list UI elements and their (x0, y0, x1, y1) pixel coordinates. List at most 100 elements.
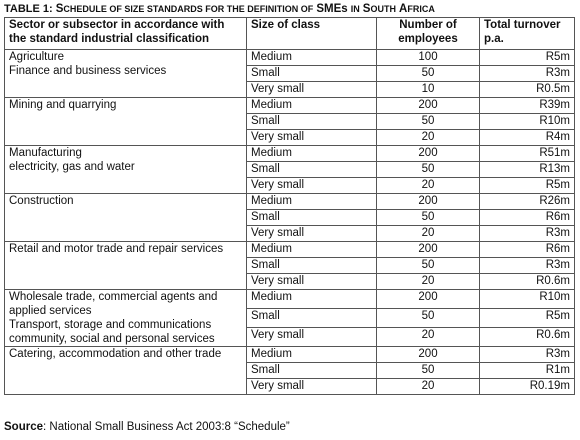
size-class-cell: Medium (246, 145, 377, 162)
size-class-cell: Medium (246, 97, 377, 114)
turnover-cell: R0.19m (479, 378, 575, 395)
employees-cell: 200 (376, 97, 480, 114)
size-class-cell: Medium (246, 289, 377, 309)
turnover-cell: R6m (479, 209, 575, 226)
sector-line: Transport, storage and communications (9, 319, 212, 331)
caption-label: TABLE 1: (4, 3, 53, 15)
turnover-cell: R39m (479, 97, 575, 114)
sector-line: electricity, gas and water (9, 161, 135, 173)
caption-title-africa-rest: FRICA (407, 4, 435, 14)
employees-cell: 10 (376, 81, 480, 98)
employees-cell: 50 (376, 65, 480, 82)
turnover-cell: R6m (479, 241, 575, 258)
turnover-cell: R1m (479, 362, 575, 379)
turnover-cell: R3m (479, 257, 575, 274)
table-caption: TABLE 1: SCHEDULE OF SIZE STANDARDS FOR … (4, 3, 435, 15)
employees-cell: 50 (376, 362, 480, 379)
table-row: Manufacturing electricity, gas and water M… (4, 145, 575, 194)
sector-cell: Agriculture Finance and business services (4, 49, 247, 98)
sector-cell: Wholesale trade, commercial agents and ap… (4, 289, 247, 347)
caption-title-initial: S (55, 3, 64, 15)
employees-cell: 200 (376, 346, 480, 363)
sector-line: Agriculture (9, 51, 64, 63)
table-row: Retail and motor trade and repair servic… (4, 241, 575, 290)
sector-line: Retail and motor trade and repair servic… (9, 243, 224, 255)
size-class-cell: Very small (246, 81, 377, 98)
size-class-cell: Very small (246, 273, 377, 290)
employees-cell: 50 (376, 257, 480, 274)
caption-title-south-initial: S (362, 3, 371, 15)
size-class-cell: Medium (246, 241, 377, 258)
size-class-cell: Medium (246, 193, 377, 210)
caption-title-smes: SMEs (316, 3, 348, 15)
sector-line: Wholesale trade, commercial agents and (9, 291, 218, 303)
size-class-cell: Medium (246, 346, 377, 363)
table-row: Small 50 R10m (5, 113, 575, 130)
employees-cell: 100 (376, 49, 480, 66)
sector-line: Catering, accommodation and other trade (9, 348, 222, 360)
turnover-cell: R26m (479, 193, 575, 210)
table-row: Small 50 R5m (5, 308, 575, 328)
turnover-cell: R0.6m (479, 327, 575, 347)
size-class-cell: Small (246, 362, 377, 379)
header-size-class: Size of class (246, 17, 377, 50)
turnover-cell: R0.6m (479, 273, 575, 290)
header-employees: Number of employees (376, 17, 480, 50)
table-row: Catering, accommodation and other trade M… (4, 346, 575, 395)
turnover-cell: R10m (479, 113, 575, 130)
header-turnover: Total turnover p.a. (479, 17, 575, 50)
source-text: : National Small Business Act 2003:8 “Sc… (43, 421, 290, 433)
caption-title-rest: CHEDULE OF SIZE STANDARDS FOR THE DEFINI… (63, 4, 314, 14)
caption-title-in: IN (350, 4, 360, 14)
employees-cell: 20 (376, 177, 480, 194)
employees-cell: 200 (376, 289, 480, 309)
table-row: Small 50 R1m (5, 362, 575, 379)
table-row: Mining and quarrying Medium 200 R39m (4, 97, 575, 146)
turnover-cell: R3m (479, 65, 575, 82)
employees-cell: 20 (376, 129, 480, 146)
size-class-cell: Small (246, 257, 377, 274)
size-class-cell: Very small (246, 129, 377, 146)
turnover-cell: R51m (479, 145, 575, 162)
table-row: Very small 20 R5m (5, 177, 575, 194)
turnover-cell: R10m (479, 289, 575, 309)
turnover-cell: R13m (479, 161, 575, 178)
table-row: Very small 10 R0.5m (5, 81, 575, 98)
turnover-cell: R4m (479, 129, 575, 146)
table-row: Very small 20 R4m (5, 129, 575, 146)
turnover-cell: R3m (479, 346, 575, 363)
employees-cell: 50 (376, 113, 480, 130)
sector-cell: Construction (4, 193, 247, 242)
caption-title-africa-initial: A (399, 3, 408, 15)
header-sector: Sector or subsector in accordance with t… (4, 17, 247, 50)
caption-title-south-rest: OUTH (370, 4, 396, 14)
size-class-cell: Small (246, 113, 377, 130)
source-label: Source (4, 421, 43, 433)
employees-cell: 20 (376, 273, 480, 290)
table-body: Agriculture Finance and business services… (4, 49, 575, 395)
sector-line: Manufacturing (9, 147, 82, 159)
size-class-cell: Very small (246, 327, 377, 347)
employees-cell: 200 (376, 193, 480, 210)
header-row: Sector or subsector in accordance with t… (4, 17, 575, 50)
size-class-cell: Small (246, 308, 377, 328)
size-class-cell: Small (246, 161, 377, 178)
sector-line: applied services (9, 305, 92, 317)
employees-cell: 50 (376, 308, 480, 328)
sector-line: Finance and business services (9, 65, 167, 77)
table-row: Small 50 R6m (5, 209, 575, 226)
employees-cell: 200 (376, 241, 480, 258)
turnover-cell: R5m (479, 49, 575, 66)
turnover-cell: R3m (479, 225, 575, 242)
table-row: Very small 20 R0.6m (5, 327, 575, 347)
sector-cell: Mining and quarrying (4, 97, 247, 146)
turnover-cell: R5m (479, 177, 575, 194)
employees-cell: 200 (376, 145, 480, 162)
employees-cell: 20 (376, 378, 480, 395)
size-standards-table: Sector or subsector in accordance with t… (4, 17, 575, 395)
turnover-cell: R0.5m (479, 81, 575, 98)
table-row: Small 50 R13m (5, 161, 575, 178)
size-class-cell: Small (246, 65, 377, 82)
size-class-cell: Very small (246, 177, 377, 194)
source-note: Source: National Small Business Act 2003… (4, 421, 290, 433)
